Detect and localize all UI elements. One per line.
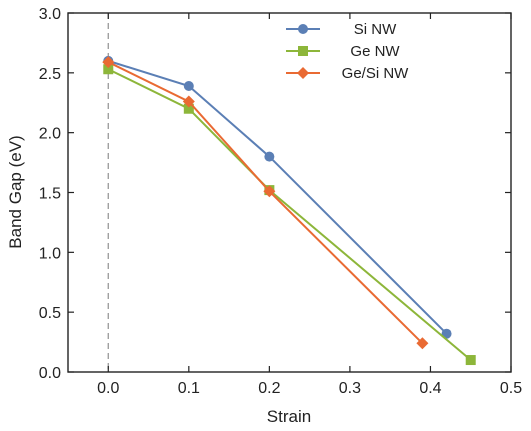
legend-marker xyxy=(298,46,308,56)
data-point xyxy=(465,355,476,366)
legend-label: Si NW xyxy=(354,21,397,38)
data-point xyxy=(183,80,194,91)
x-tick-label: 0.0 xyxy=(97,380,119,397)
x-tick-label: 0.3 xyxy=(339,380,361,397)
data-point xyxy=(416,337,429,350)
series-line xyxy=(107,68,472,361)
legend-label: Ge/Si NW xyxy=(342,65,410,82)
series-1 xyxy=(103,64,476,366)
y-tick-label: 0.0 xyxy=(39,365,61,382)
legend-label: Ge NW xyxy=(350,43,400,60)
y-tick-label: 1.0 xyxy=(39,245,61,262)
y-tick-label: 3.0 xyxy=(39,6,61,23)
y-tick-label: 0.5 xyxy=(39,305,61,322)
series-line xyxy=(107,61,424,344)
data-point xyxy=(183,103,194,114)
legend-entry: Ge NW xyxy=(286,43,400,60)
legend-entry: Ge/Si NW xyxy=(286,65,409,82)
data-point xyxy=(103,64,114,75)
legend-marker xyxy=(297,67,309,79)
y-tick-label: 2.5 xyxy=(39,66,61,83)
axes-layer: 0.0 0.1 0.2 0.3 0.4 0.5 0.0 0.5 1.0 1.5 2.0 2.5 3.0 xyxy=(39,6,522,397)
data-point xyxy=(182,95,195,108)
series-line xyxy=(107,59,448,335)
x-tick-label: 0.2 xyxy=(258,380,280,397)
legend-marker xyxy=(298,24,308,34)
series-2 xyxy=(102,56,429,350)
y-axis-label: Band Gap (eV) xyxy=(6,135,25,248)
data-point xyxy=(441,328,452,339)
x-tick-label: 0.4 xyxy=(419,380,441,397)
data-point xyxy=(263,185,276,198)
plot-frame xyxy=(67,12,512,373)
y-tick-label: 1.5 xyxy=(39,186,61,203)
legend-entry: Si NW xyxy=(286,21,397,38)
legend: Si NW Ge NW Ge/Si NW xyxy=(286,21,409,82)
x-axis-label: Strain xyxy=(267,407,311,426)
x-tick-label: 0.5 xyxy=(500,380,522,397)
data-point xyxy=(264,151,275,162)
y-tick-label: 2.0 xyxy=(39,126,61,143)
series-layer xyxy=(102,55,476,366)
x-tick-label: 0.1 xyxy=(178,380,200,397)
data-point xyxy=(102,56,115,69)
